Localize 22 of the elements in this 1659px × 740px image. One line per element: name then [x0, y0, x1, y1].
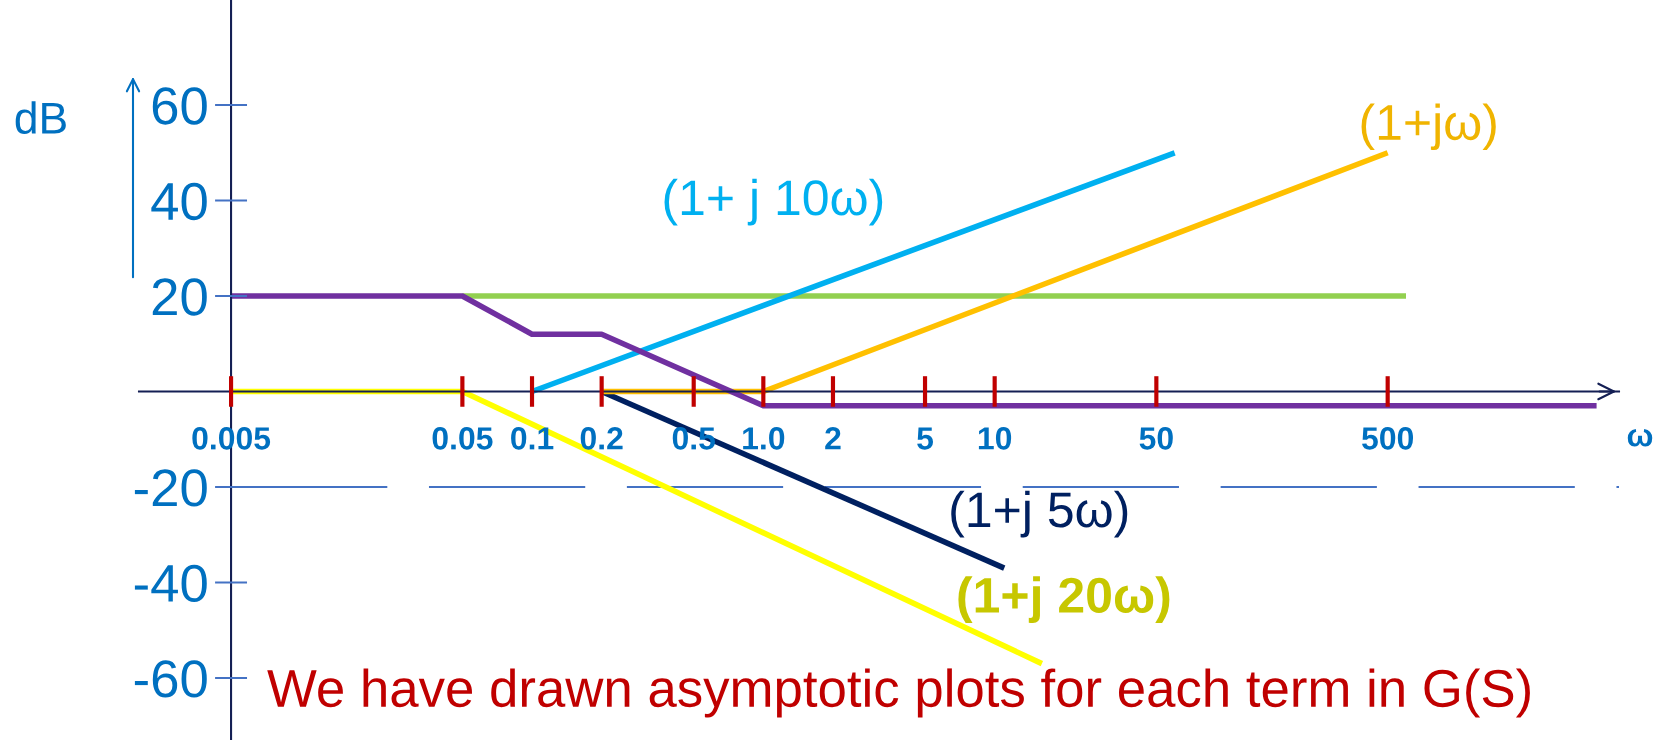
y-tick-label: 20	[152, 278, 207, 316]
x-tick-label: 500	[1362, 427, 1414, 450]
y-tick-label: -60	[134, 660, 207, 698]
x-tick-label: 1.0	[743, 427, 785, 450]
series-label: (1+ j 10ω)	[664, 178, 883, 226]
annotation: We have drawn asymptotic plots for each term in G(S)	[267, 668, 1530, 718]
x-tick-label: 2	[825, 427, 841, 450]
series-label: (1+j 5ω)	[951, 490, 1128, 538]
x-tick-label: 50	[1139, 427, 1173, 450]
y-tick-label: 60	[152, 87, 207, 125]
series-label: (1+jω)	[1361, 103, 1496, 151]
y-tick-label: -40	[134, 564, 207, 603]
y-tick-label: -20	[134, 469, 207, 507]
x-tick-label: 0.1	[511, 427, 554, 450]
x-tick-label: 10	[978, 427, 1012, 450]
y-axis-title: dB	[15, 101, 66, 134]
x-axis-title: ω	[1627, 428, 1653, 447]
x-tick-label: 0.05	[432, 427, 493, 450]
x-tick-label: 0.2	[580, 427, 623, 450]
series-label: (1+j 20ω)	[958, 576, 1170, 623]
x-tick-label: 5	[917, 427, 934, 450]
y-tick-label: 40	[151, 182, 207, 221]
